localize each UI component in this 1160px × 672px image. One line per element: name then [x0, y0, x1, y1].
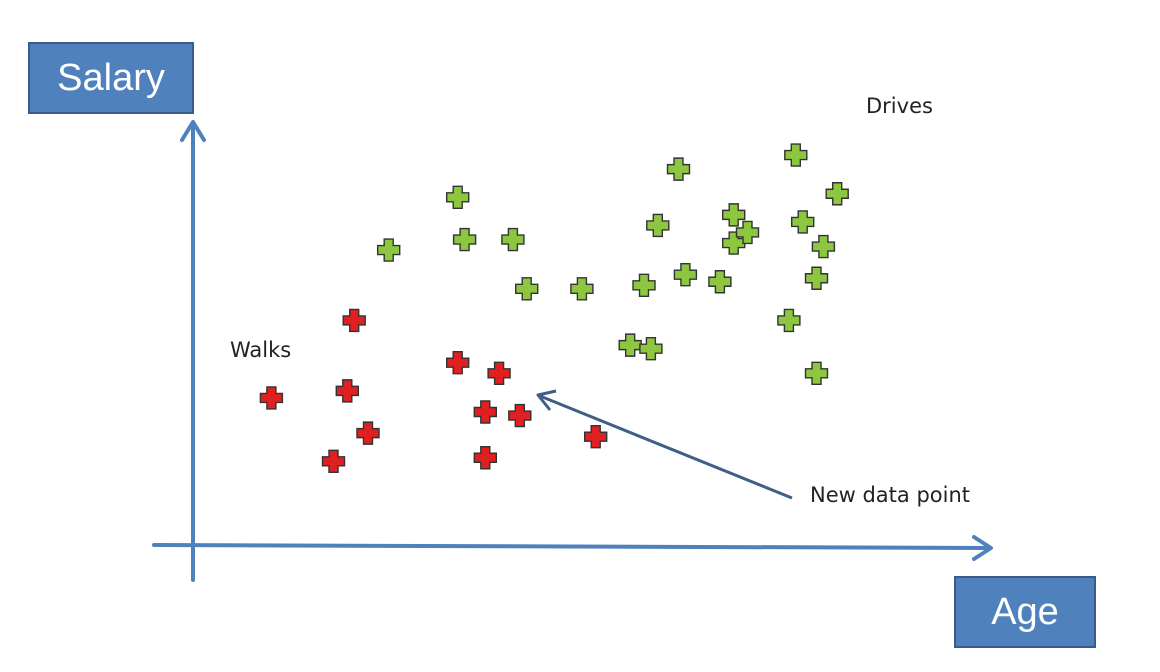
point-drives-5 [570, 277, 594, 301]
point-drives-13 [708, 270, 732, 294]
point-walks-10 [584, 424, 608, 449]
point-drives-2 [452, 227, 477, 252]
point-drives-18 [804, 361, 829, 385]
point-drives-14 [784, 143, 808, 167]
point-drives-19 [777, 308, 801, 333]
point-drives-15 [735, 220, 760, 245]
point-walks-1 [342, 308, 366, 333]
point-drives-22 [811, 234, 836, 259]
point-walks-8 [508, 403, 532, 428]
point-drives-8 [646, 213, 670, 238]
data-points [259, 143, 849, 473]
point-drives-21 [825, 182, 849, 206]
point-drives-0 [377, 238, 401, 262]
point-drives-16 [722, 203, 746, 227]
annotation-new-data-point: New data point [810, 483, 971, 507]
point-drives-1 [446, 185, 470, 209]
point-drives-11 [666, 157, 691, 181]
point-drives-7 [639, 336, 663, 361]
point-drives-4 [501, 227, 525, 252]
point-drives-20 [804, 266, 829, 290]
point-walks-9 [473, 446, 497, 470]
new-point-arrowhead [536, 389, 557, 411]
point-walks-3 [356, 421, 380, 445]
y-axis-label: Salary [28, 42, 194, 114]
x-axis-label: Age [954, 576, 1096, 648]
point-drives-3 [515, 277, 539, 301]
point-drives-9 [632, 273, 656, 297]
point-walks-2 [335, 379, 359, 403]
point-walks-4 [321, 449, 346, 473]
point-drives-17 [791, 210, 815, 234]
point-drives-6 [618, 333, 642, 357]
point-walks-7 [473, 400, 497, 424]
point-walks-6 [487, 361, 511, 385]
annotation-walks: Walks [230, 338, 292, 362]
point-walks-0 [259, 386, 284, 410]
x-axis-arrowhead [972, 535, 993, 561]
y-axis-arrowhead [180, 120, 206, 142]
point-drives-10 [673, 263, 698, 287]
new-point-arrow [539, 394, 793, 500]
annotation-drives: Drives [866, 94, 933, 118]
x-axis [152, 543, 990, 550]
point-walks-5 [446, 351, 470, 375]
point-drives-12 [722, 231, 746, 255]
